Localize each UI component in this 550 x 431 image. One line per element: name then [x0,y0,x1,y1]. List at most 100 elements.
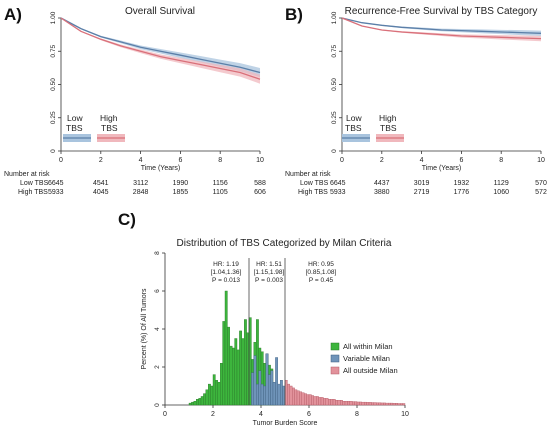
y-tick-label: 1.00 [50,11,57,24]
bar-within-milan [210,385,214,406]
bar-outside-milan [299,391,302,406]
bar-outside-milan [323,398,326,406]
bar-variable-milan [253,355,257,406]
bar-within-milan [207,383,211,406]
legend-label-high-1: High [100,113,118,123]
hr-p-text: P = 0.003 [255,277,283,284]
confidence-band [61,18,260,84]
legend-label-low-2: TBS [66,123,83,133]
y-tick-label: 0 [50,149,57,153]
bar-outside-milan [395,403,398,406]
km-chart-overall: 0 2 4 6 8 10 Time (Years) 0 0.25 0.50 0.75 1.00 [50,11,264,172]
bar-within-milan [229,345,233,406]
y-tick-label: 2 [154,365,161,369]
bar-outside-milan [287,383,290,406]
bar-outside-milan [347,401,350,406]
bar-within-milan [200,396,204,406]
legend-swatch-variable [330,354,340,363]
bar-variable-milan [275,357,278,406]
tbs-histogram: 0 2 4 6 8 10 Tumor Burden Score 0 2 4 6 8 Percent (%… [141,251,409,427]
y-tick-label: 0.50 [331,78,338,91]
hr-annotation-variable: HR: 1.51 [1.15,1.98] P = 0.003 [254,261,285,284]
legend-label-low-1: Low [67,113,83,123]
risk-value: 1932 [454,180,470,187]
risk-value: 2848 [133,189,149,196]
bar-outside-milan [308,394,312,406]
x-tick-label: 10 [537,157,545,164]
risk-value: 5933 [48,189,64,196]
legend-swatch-within [330,342,340,351]
bar-outside-milan [383,402,386,406]
bar-variable-milan [277,383,281,406]
bar-outside-milan [313,396,317,406]
bar-variable-milan [256,383,259,406]
bar-outside-milan [328,399,331,406]
bar-outside-milan [320,397,324,406]
bar-outside-milan [352,401,355,406]
bar-outside-milan [311,395,314,406]
bar-variable-milan [263,385,266,406]
y-tick-label: 1.00 [331,11,338,24]
x-tick-label: 0 [59,157,63,164]
hr-annotation-within: HR: 1.19 [1.04,1.36] P = 0.013 [211,261,242,284]
panel-a-letter: A) [4,5,22,24]
risk-value: 4437 [374,180,390,187]
bar-within-milan [227,326,230,406]
risk-value: 1105 [213,189,228,196]
risk-value: 572 [535,189,547,196]
hr-ci-text: [1.15,1.98] [254,269,285,276]
km-chart-recurrence: 0 2 4 6 8 10 Time (Years) 0 0.25 0.50 0.75 1.00 [331,11,545,172]
x-tick-label: 8 [218,157,222,164]
legend-label-variable: Variable Milan [343,354,390,363]
risk-row-label: Low TBS [20,180,49,187]
confidence-band [61,18,260,78]
legend-label-high-1: High [379,113,397,123]
risk-value: 1129 [494,180,509,187]
risk-value: 2719 [414,189,430,196]
risk-row-label: High TBS [18,189,48,196]
risk-table-a-values: 6645 4541 3112 1990 1156 588 5933 4045 2848 1855 1… [48,180,266,196]
y-tick-label: 6 [154,289,161,293]
bar-outside-milan [354,401,358,406]
risk-value: 588 [254,180,266,187]
x-tick-label: 2 [99,157,103,164]
risk-table-header: Number at risk [4,171,50,178]
panel-c-title: Distribution of TBS Categorized by Milan… [177,238,392,249]
x-tick-label: 8 [499,157,503,164]
risk-table-a: Number at risk Low TBS High TBS [4,171,50,196]
bar-outside-milan [361,401,365,406]
km-legend-b: Low TBS High TBS [342,113,404,142]
bar-outside-milan [335,400,338,406]
risk-row-label: High TBS [298,189,328,196]
y-tick-label: 8 [154,251,161,255]
risk-table-header: Number at risk [285,171,331,178]
risk-table-b-values: 6645 4437 3019 1932 1129 570 5933 3880 2719 1776 1… [330,180,547,196]
panel-c-letter: C) [118,210,136,229]
bar-within-milan [217,382,221,406]
bar-within-milan [212,374,216,406]
bar-outside-milan [301,392,305,406]
risk-value: 1156 [213,180,228,187]
bar-outside-milan [318,397,322,406]
bar-within-milan [188,402,192,406]
bar-variable-milan [251,372,254,406]
bar-variable-milan [272,382,276,406]
bar-outside-milan [359,401,362,406]
risk-value: 1060 [493,189,509,196]
panel-b-title: Recurrence-Free Survival by TBS Category [345,6,538,17]
bar-variable-milan [265,353,269,406]
bar-variable-milan [258,370,262,406]
bar-outside-milan [366,402,370,406]
x-tick-label: 10 [401,411,409,418]
bar-within-milan [236,349,240,406]
survival-line [341,17,542,40]
survival-line [60,17,261,80]
y-axis-label: Percent (%) Of All Tumors [141,288,148,369]
y-tick-label: 0.75 [331,45,338,58]
bar-variable-milan [268,374,271,406]
bar-outside-milan [397,403,401,406]
legend-label-low-1: Low [346,113,362,123]
hr-text: HR: 0.95 [308,261,334,268]
legend-label-low-2: TBS [345,123,362,133]
bar-outside-milan [306,394,310,406]
